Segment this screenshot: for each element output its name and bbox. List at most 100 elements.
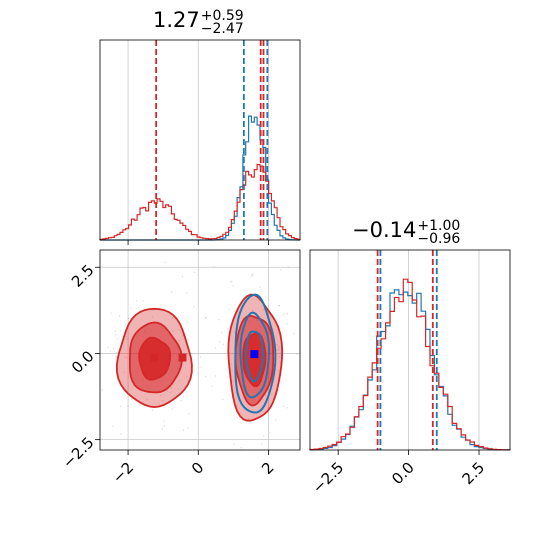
scatter-point — [182, 396, 185, 398]
scatter-point — [232, 285, 234, 287]
scatter-point — [177, 388, 180, 390]
scatter-point — [231, 280, 233, 282]
scatter-point — [218, 319, 220, 321]
scatter-point — [240, 447, 242, 449]
scatter-point — [170, 387, 172, 389]
scatter-point — [185, 292, 188, 294]
scatter-point — [282, 313, 285, 316]
scatter-point — [132, 385, 135, 387]
scatter-point — [199, 356, 202, 358]
scatter-point — [115, 356, 117, 358]
scatter-point — [282, 405, 285, 407]
scatter-point — [286, 407, 288, 409]
scatter-point — [205, 317, 207, 319]
scatter-point — [130, 307, 132, 309]
scatter-point — [228, 308, 230, 310]
scatter-point — [269, 432, 271, 434]
scatter-point — [107, 346, 110, 349]
scatter-point — [188, 413, 190, 415]
joint-markers — [150, 350, 259, 362]
scatter-point — [214, 347, 217, 349]
scatter-point — [101, 389, 104, 391]
scatter-point — [163, 420, 165, 422]
scatter-point — [247, 418, 250, 420]
scatter-point — [230, 363, 233, 365]
scatter-point — [110, 312, 112, 314]
scatter-point — [178, 380, 180, 382]
blue-contour — [234, 293, 277, 414]
scatter-point — [171, 408, 174, 410]
scatter-point — [227, 327, 229, 329]
scatter-point — [222, 343, 224, 345]
scatter-point — [252, 309, 254, 311]
scatter-point — [252, 273, 254, 275]
scatter-point — [120, 433, 122, 435]
scatter-point — [214, 375, 217, 377]
scatter-point — [119, 330, 122, 332]
scatter-point — [220, 331, 223, 334]
joint-frame — [99, 249, 301, 451]
hist-param1-curves — [309, 278, 511, 451]
scatter-point — [178, 328, 180, 331]
scatter-point — [181, 275, 184, 278]
scatter-point — [161, 428, 163, 430]
scatter-point — [271, 393, 273, 396]
scatter-point — [178, 339, 180, 342]
scatter-point — [287, 266, 289, 269]
hist-param0-ticks — [127, 240, 269, 245]
scatter-point — [204, 375, 207, 378]
scatter-point — [126, 338, 128, 340]
scatter-point — [117, 338, 119, 340]
hist-param0-grid — [127, 40, 269, 240]
title-errors: +1.00 −0.96 — [417, 217, 461, 247]
scatter-point — [280, 269, 282, 271]
title-minus: −2.47 — [200, 20, 244, 37]
scatter-point — [251, 274, 253, 276]
scatter-point — [110, 350, 112, 352]
scatter-point — [278, 305, 280, 307]
hist-param0-frame — [99, 39, 301, 241]
scatter-point — [251, 275, 253, 277]
scatter-point — [119, 405, 122, 408]
title-value: −0.14 — [352, 218, 417, 242]
blue-contour — [239, 311, 271, 399]
scatter-point — [115, 333, 117, 336]
scatter-point — [151, 316, 154, 318]
scatter-point — [293, 332, 295, 335]
title-errors: +0.59 −2.47 — [200, 9, 244, 37]
scatter-point — [130, 398, 133, 400]
scatter-point — [185, 391, 187, 393]
scatter-point — [213, 266, 215, 268]
title-plus: +1.00 — [417, 217, 461, 234]
scatter-point — [180, 400, 182, 402]
hist-param1-grid — [337, 250, 480, 450]
title-value: 1.27 — [153, 8, 200, 32]
scatter-point — [286, 323, 288, 325]
scatter-point — [274, 419, 277, 421]
scatter-point — [146, 398, 148, 401]
scatter-point — [123, 371, 125, 374]
scatter-point — [286, 313, 288, 315]
title-minus: −0.96 — [417, 230, 461, 247]
scatter-point — [112, 425, 114, 427]
scatter-point — [296, 353, 298, 355]
scatter-point — [127, 317, 129, 320]
scatter-point — [222, 398, 224, 401]
blue-contour — [244, 330, 264, 383]
scatter-point — [277, 348, 280, 350]
scatter-point — [151, 409, 153, 411]
scatter-point — [124, 356, 126, 358]
hist-param1-quantile-lines — [376, 250, 438, 450]
scatter-point — [233, 443, 235, 445]
scatter-point — [193, 271, 196, 273]
scatter-point — [233, 331, 236, 333]
hist-param1-title: −0.14 +1.00 −0.96 — [352, 218, 460, 246]
scatter-point — [125, 357, 128, 359]
hist-red-series — [99, 163, 301, 240]
scatter-point — [219, 341, 221, 343]
scatter-point — [159, 394, 162, 397]
scatter-point — [276, 349, 278, 351]
scatter-point — [205, 317, 207, 319]
scatter-point — [115, 351, 118, 354]
